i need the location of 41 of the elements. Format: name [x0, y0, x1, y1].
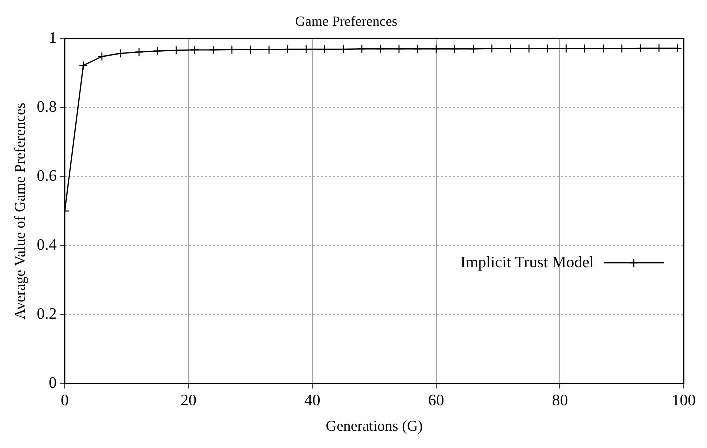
point [246, 45, 256, 54]
x-tick-label: 40 [304, 392, 321, 410]
point [524, 44, 534, 54]
point [488, 44, 497, 54]
y-tick-label: 0.6 [37, 168, 57, 186]
point [376, 44, 386, 54]
point [562, 44, 571, 54]
point [264, 45, 274, 54]
x-tick-label: 20 [180, 392, 197, 410]
point [98, 52, 107, 62]
point [190, 46, 200, 55]
x-tick-label: 80 [552, 392, 568, 410]
point [394, 44, 404, 54]
point [79, 61, 88, 70]
y-tick-label: 1 [49, 30, 57, 48]
x-axis-title: Generations (G) [326, 418, 424, 435]
point [413, 44, 422, 54]
x-tick-label: 0 [61, 392, 69, 410]
point [580, 44, 590, 54]
point [153, 46, 162, 56]
chart-title: Game Preferences [295, 15, 398, 30]
point [469, 44, 478, 54]
point [209, 46, 218, 55]
y-tick-label: 0.8 [37, 99, 57, 116]
x-tick-label: 100 [672, 392, 696, 410]
y-axis-title: Average Value of Game Preferences [12, 102, 29, 320]
point [506, 44, 516, 54]
point [450, 44, 460, 54]
x-tick-label: 60 [428, 392, 444, 410]
legend-label: Implicit Trust Model [460, 254, 595, 272]
point [599, 44, 608, 54]
y-tick-label: 0.2 [37, 306, 57, 324]
y-tick-label: 0.4 [37, 237, 57, 254]
point [618, 44, 627, 54]
point [543, 44, 552, 54]
y-tick-label: 0 [49, 375, 57, 392]
point [228, 45, 237, 54]
point [116, 49, 126, 58]
point [358, 44, 367, 54]
point [134, 48, 144, 57]
point [432, 44, 441, 54]
